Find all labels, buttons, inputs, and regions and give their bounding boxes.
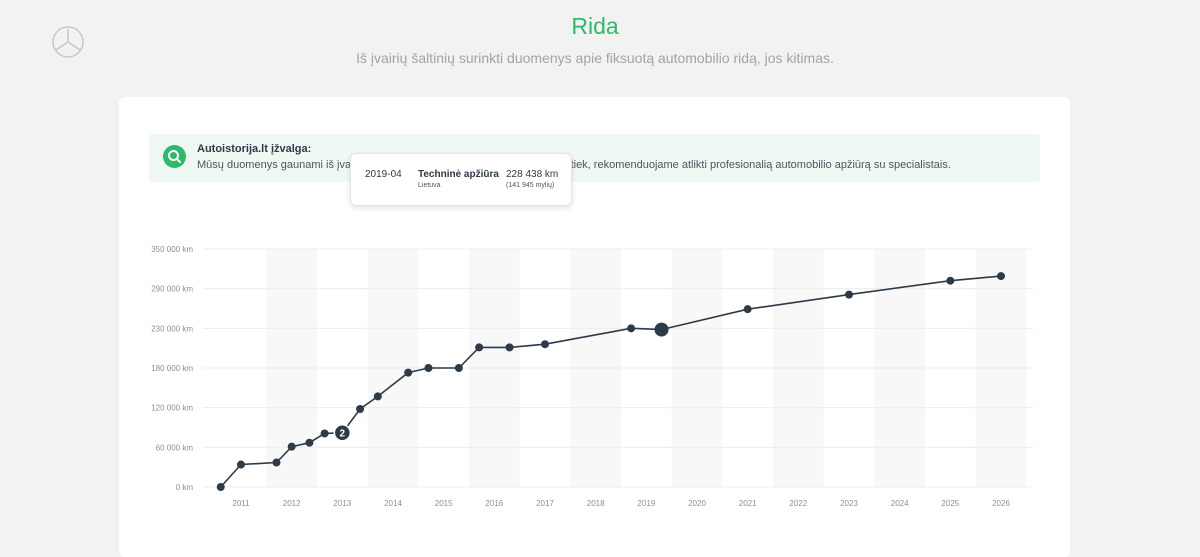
x-tick-label: 2021: [739, 499, 757, 508]
data-point: [305, 438, 314, 447]
data-point: [743, 305, 752, 314]
data-point: [997, 272, 1005, 281]
tooltip-event: Techninė apžiūra: [418, 169, 499, 180]
data-point: [356, 404, 365, 413]
data-point: [424, 364, 433, 372]
y-tick-label: 0 km: [176, 483, 194, 492]
chart-tooltip: 2019-04 Techninė apžiūra Lietuva 228 438…: [350, 153, 572, 206]
data-point-cluster-label: 2: [340, 428, 346, 439]
x-tick-label: 2024: [891, 499, 909, 508]
search-icon: [163, 145, 186, 168]
x-tick-label: 2023: [840, 499, 858, 508]
page-title: Rida: [571, 13, 619, 39]
data-point: [505, 343, 514, 352]
tooltip-date: 2019-04: [365, 169, 402, 180]
data-point: [272, 458, 281, 467]
x-tick-label: 2011: [232, 499, 250, 508]
x-tick-label: 2025: [941, 499, 959, 508]
page-header: Rida Iš įvairių šaltinių surinkti duomen…: [0, 10, 1190, 66]
y-tick-label: 60 000 km: [156, 443, 194, 452]
x-tick-label: 2019: [637, 499, 655, 508]
data-point: [946, 276, 955, 285]
data-point: [845, 290, 853, 299]
data-point-highlighted: [654, 322, 669, 337]
y-tick-label: 350 000 km: [151, 245, 193, 254]
data-point: [404, 368, 413, 377]
x-tick-label: 2017: [536, 499, 554, 508]
tooltip-miles: (141 945 mylių): [506, 182, 555, 189]
x-tick-label: 2020: [688, 499, 706, 508]
x-tick-label: 2018: [587, 499, 605, 508]
page-subtitle: Iš įvairių šaltinių surinkti duomenys ap…: [356, 50, 834, 66]
x-tick-label: 2013: [333, 499, 351, 508]
x-tick-label: 2012: [283, 499, 301, 508]
x-tick-label: 2014: [384, 499, 402, 508]
y-tick-label: 290 000 km: [151, 285, 193, 294]
mileage-chart: 0 km 60 000 km 120 000 km 180 000 km 230 000…: [151, 245, 1033, 508]
data-point: [373, 392, 382, 401]
data-point: [320, 429, 329, 438]
y-tick-label: 230 000 km: [151, 324, 193, 333]
y-tick-label: 120 000 km: [151, 404, 193, 413]
y-tick-label: 180 000 km: [151, 364, 193, 373]
data-point: [541, 340, 549, 349]
data-point: [237, 460, 245, 469]
data-point: [627, 324, 636, 333]
data-point: [287, 442, 296, 451]
insight-title: Autoistorija.lt įžvalga:: [197, 143, 312, 155]
data-point: [475, 343, 484, 352]
brand-logo-icon: [52, 26, 84, 58]
x-tick-label: 2022: [789, 499, 807, 508]
data-point: [454, 364, 463, 372]
tooltip-country: Lietuva: [418, 182, 441, 189]
x-tick-label: 2015: [435, 499, 453, 508]
tooltip-km: 228 438 km: [506, 169, 559, 180]
x-tick-label: 2016: [485, 499, 503, 508]
x-tick-label: 2026: [992, 499, 1010, 508]
data-point: [216, 483, 225, 491]
data-point-cluster: [333, 424, 352, 442]
